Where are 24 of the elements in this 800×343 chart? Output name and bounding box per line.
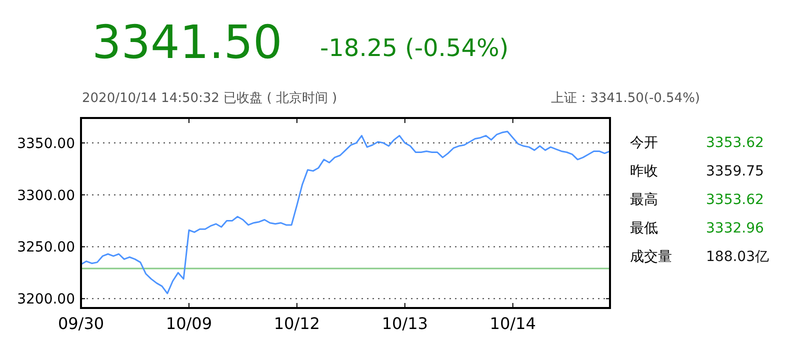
x-tick-label: 10/09 [166,314,212,333]
x-tick-label: 10/13 [382,314,428,333]
text: 3353.62 [706,135,764,151]
x-tick-label: 09/30 [58,314,104,333]
text: 2020/10/14 14:50:32 已收盘 ( 北京时间 ) [82,91,338,106]
text: 3332.96 [706,220,764,236]
text: 3353.62 [706,192,764,208]
y-tick-label: 3250.00 [17,240,75,256]
y-tick-label: 3200.00 [17,292,75,308]
x-tick-label: 10/12 [274,314,320,333]
category-label: 今开 [630,135,658,151]
chart-subtitle: -18.25 (-0.54%) [320,34,509,62]
category-label: 成交量 [630,249,672,265]
text: 188.03亿 [706,249,769,265]
x-tick-label: 10/14 [490,314,536,333]
category-label: 最高 [630,192,658,208]
chart-title: 3341.50 [92,15,282,69]
line-series [80,130,611,294]
text: 上证：3341.50(-0.54%) [551,91,700,106]
category-label: 最低 [630,220,658,236]
category-label: 昨收 [630,164,658,180]
y-tick-label: 3300.00 [17,188,75,204]
text: 3359.75 [706,164,764,180]
y-tick-label: 3350.00 [17,136,75,152]
